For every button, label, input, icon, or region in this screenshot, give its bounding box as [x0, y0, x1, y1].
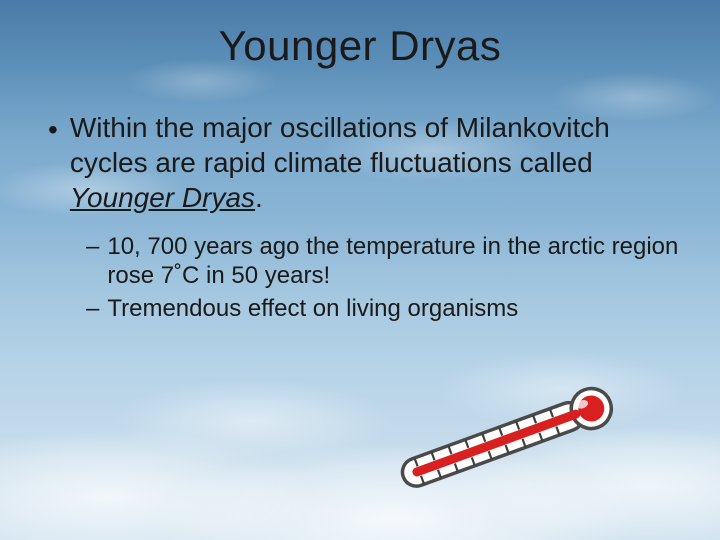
dash-icon: – — [86, 233, 99, 291]
main-bullet-prefix: Within the major oscillations of Milanko… — [70, 112, 610, 178]
sub-bullet: – Tremendous effect on living organisms — [86, 295, 680, 324]
bullet-dot-icon: • — [48, 112, 58, 215]
main-bullet-emphasis: Younger Dryas — [70, 182, 255, 213]
main-bullet-suffix: . — [255, 182, 263, 213]
sub-bullet: – 10, 700 years ago the temperature in t… — [86, 233, 680, 291]
main-bullet: • Within the major oscillations of Milan… — [48, 110, 680, 215]
slide-content: Younger Dryas • Within the major oscilla… — [0, 0, 720, 323]
main-bullet-text: Within the major oscillations of Milanko… — [70, 110, 680, 215]
dash-icon: – — [86, 295, 99, 324]
slide-title: Younger Dryas — [40, 0, 680, 110]
sub-bullet-list: – 10, 700 years ago the temperature in t… — [86, 233, 680, 323]
thermometer-icon — [372, 386, 632, 496]
sub-bullet-text: Tremendous effect on living organisms — [107, 295, 518, 324]
sub-bullet-text: 10, 700 years ago the temperature in the… — [107, 233, 680, 291]
